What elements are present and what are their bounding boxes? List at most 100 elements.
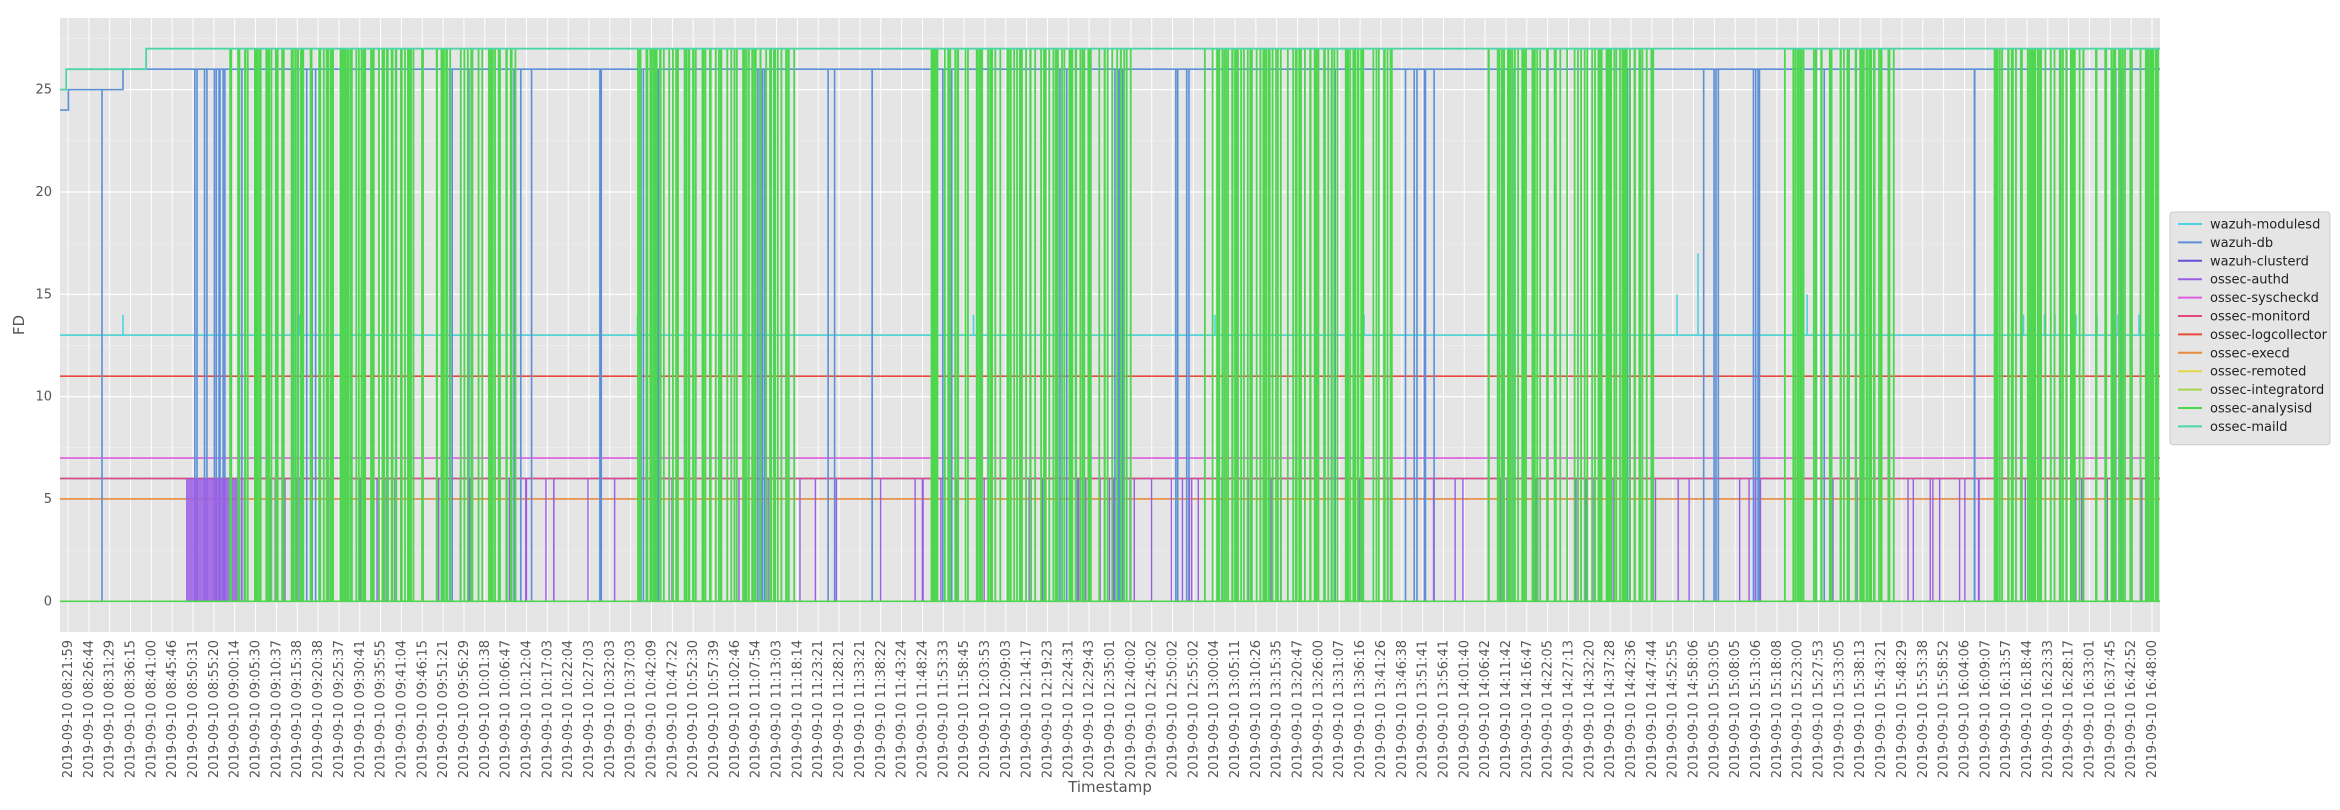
x-tick-label: 2019-09-10 16:18:44	[2020, 640, 2035, 778]
x-tick-label: 2019-09-10 11:58:45	[957, 640, 972, 778]
legend-label: ossec-logcollector	[2210, 328, 2328, 343]
x-tick-label: 2019-09-10 09:25:37	[332, 640, 347, 778]
x-tick-label: 2019-09-10 09:56:29	[457, 640, 472, 778]
x-tick-label: 2019-09-10 16:37:45	[2103, 640, 2118, 778]
y-tick-label: 5	[44, 492, 52, 507]
x-tick-label: 2019-09-10 08:50:31	[186, 640, 201, 778]
x-tick-label: 2019-09-10 12:55:02	[1186, 640, 1201, 778]
x-tick-label: 2019-09-10 13:05:11	[1228, 640, 1243, 778]
legend-label: ossec-remoted	[2210, 365, 2306, 380]
x-tick-label: 2019-09-10 12:29:43	[1082, 640, 1097, 778]
x-tick-label: 2019-09-10 15:18:08	[1770, 640, 1785, 778]
x-tick-label: 2019-09-10 13:41:26	[1374, 640, 1389, 778]
x-tick-label: 2019-09-10 11:23:21	[811, 640, 826, 778]
legend-label: ossec-monitord	[2210, 310, 2310, 325]
x-tick-label: 2019-09-10 15:08:05	[1728, 640, 1743, 778]
x-tick-label: 2019-09-10 16:04:06	[1957, 640, 1972, 778]
x-tick-label: 2019-09-10 12:24:31	[1061, 640, 1076, 778]
x-tick-label: 2019-09-10 09:30:41	[353, 640, 368, 778]
x-tick-label: 2019-09-10 10:57:39	[707, 640, 722, 778]
x-tick-label: 2019-09-10 16:09:07	[1978, 640, 1993, 778]
x-tick-label: 2019-09-10 10:12:04	[519, 640, 534, 778]
y-tick-label: 10	[35, 390, 52, 405]
x-tick-label: 2019-09-10 13:10:26	[1249, 640, 1264, 778]
x-tick-label: 2019-09-10 09:05:30	[249, 640, 264, 778]
x-tick-label: 2019-09-10 10:32:03	[603, 640, 618, 778]
x-tick-label: 2019-09-10 09:41:04	[394, 640, 409, 778]
x-tick-label: 2019-09-10 09:00:14	[228, 640, 243, 778]
x-tick-label: 2019-09-10 12:14:17	[1020, 640, 1035, 778]
x-tick-label: 2019-09-10 13:26:00	[1311, 640, 1326, 778]
x-tick-label: 2019-09-10 12:35:01	[1103, 640, 1118, 778]
x-tick-label: 2019-09-10 11:07:54	[749, 640, 764, 778]
x-tick-label: 2019-09-10 14:16:47	[1520, 640, 1535, 778]
x-tick-label: 2019-09-10 16:23:33	[2041, 640, 2056, 778]
x-tick-label: 2019-09-10 11:18:14	[790, 640, 805, 778]
x-tick-label: 2019-09-10 16:48:00	[2145, 640, 2160, 778]
x-tick-label: 2019-09-10 15:58:52	[1937, 640, 1952, 778]
x-tick-label: 2019-09-10 15:43:21	[1874, 640, 1889, 778]
x-tick-label: 2019-09-10 11:43:24	[895, 640, 910, 778]
x-tick-label: 2019-09-10 14:01:40	[1457, 640, 1472, 778]
legend-label: ossec-maild	[2210, 420, 2287, 435]
y-tick-label: 20	[35, 185, 52, 200]
x-tick-label: 2019-09-10 15:33:05	[1832, 640, 1847, 778]
series-layer	[60, 47, 2160, 603]
legend-label: ossec-analysisd	[2210, 402, 2312, 417]
x-tick-label: 2019-09-10 12:03:53	[978, 640, 993, 778]
x-tick-label: 2019-09-10 13:56:41	[1436, 640, 1451, 778]
x-tick-label: 2019-09-10 09:10:37	[269, 640, 284, 778]
y-tick-label: 25	[35, 83, 52, 98]
x-tick-label: 2019-09-10 08:45:46	[165, 640, 180, 778]
x-tick-label: 2019-09-10 14:47:44	[1645, 640, 1660, 778]
y-tick-label: 0	[44, 594, 52, 609]
x-tick-label: 2019-09-10 16:28:17	[2062, 640, 2077, 778]
legend-label: ossec-authd	[2210, 273, 2289, 288]
series-line-ossec-maild	[60, 47, 2160, 91]
x-tick-label: 2019-09-10 15:48:29	[1895, 640, 1910, 778]
x-tick-label: 2019-09-10 14:37:28	[1603, 640, 1618, 778]
x-tick-label: 2019-09-10 08:31:29	[103, 640, 118, 778]
x-tick-label: 2019-09-10 15:27:53	[1812, 640, 1827, 778]
x-tick-label: 2019-09-10 10:06:47	[499, 640, 514, 778]
x-tick-label: 2019-09-10 12:45:02	[1145, 640, 1160, 778]
x-tick-label: 2019-09-10 15:03:05	[1707, 640, 1722, 778]
x-tick-label: 2019-09-10 14:27:13	[1561, 640, 1576, 778]
x-tick-label: 2019-09-10 15:13:06	[1749, 640, 1764, 778]
x-tick-label: 2019-09-10 16:13:57	[1999, 640, 2014, 778]
x-tick-label: 2019-09-10 08:55:20	[207, 640, 222, 778]
legend-label: wazuh-modulesd	[2210, 218, 2320, 233]
x-tick-label: 2019-09-10 14:52:55	[1666, 640, 1681, 778]
x-tick-label: 2019-09-10 13:31:07	[1332, 640, 1347, 778]
x-tick-label: 2019-09-10 12:50:02	[1166, 640, 1181, 778]
x-tick-label: 2019-09-10 10:47:22	[665, 640, 680, 778]
x-tick-label: 2019-09-10 10:52:30	[686, 640, 701, 778]
x-tick-label: 2019-09-10 10:42:09	[645, 640, 660, 778]
x-tick-label: 2019-09-10 11:33:21	[853, 640, 868, 778]
x-tick-label: 2019-09-10 14:22:05	[1541, 640, 1556, 778]
x-tick-label: 2019-09-10 08:21:59	[61, 640, 76, 778]
y-axis-ticks: 0 5 10 15 20 25	[35, 83, 52, 610]
x-tick-label: 2019-09-10 14:32:20	[1582, 640, 1597, 778]
x-axis-ticks: 2019-09-10 08:21:59 2019-09-10 08:26:44 20…	[61, 640, 2160, 778]
x-tick-label: 2019-09-10 10:22:04	[561, 640, 576, 778]
x-tick-label: 2019-09-10 13:36:16	[1353, 640, 1368, 778]
x-tick-label: 2019-09-10 14:11:42	[1499, 640, 1514, 778]
x-axis-label: Timestamp	[1067, 778, 1152, 796]
x-tick-label: 2019-09-10 11:48:24	[915, 640, 930, 778]
x-tick-label: 2019-09-10 13:15:35	[1270, 640, 1285, 778]
x-tick-label: 2019-09-10 08:36:15	[124, 640, 139, 778]
x-tick-label: 2019-09-10 14:42:36	[1624, 640, 1639, 778]
series-line-wazuh-db	[60, 68, 2160, 111]
x-tick-label: 2019-09-10 14:06:42	[1478, 640, 1493, 778]
x-tick-label: 2019-09-10 16:42:52	[2124, 640, 2139, 778]
x-tick-label: 2019-09-10 16:33:01	[2082, 640, 2097, 778]
x-tick-label: 2019-09-10 13:51:41	[1416, 640, 1431, 778]
x-tick-label: 2019-09-10 12:19:23	[1040, 640, 1055, 778]
x-tick-label: 2019-09-10 15:53:38	[1916, 640, 1931, 778]
x-tick-label: 2019-09-10 09:46:15	[415, 640, 430, 778]
y-axis-label: FD	[10, 315, 28, 335]
x-tick-label: 2019-09-10 10:37:03	[624, 640, 639, 778]
